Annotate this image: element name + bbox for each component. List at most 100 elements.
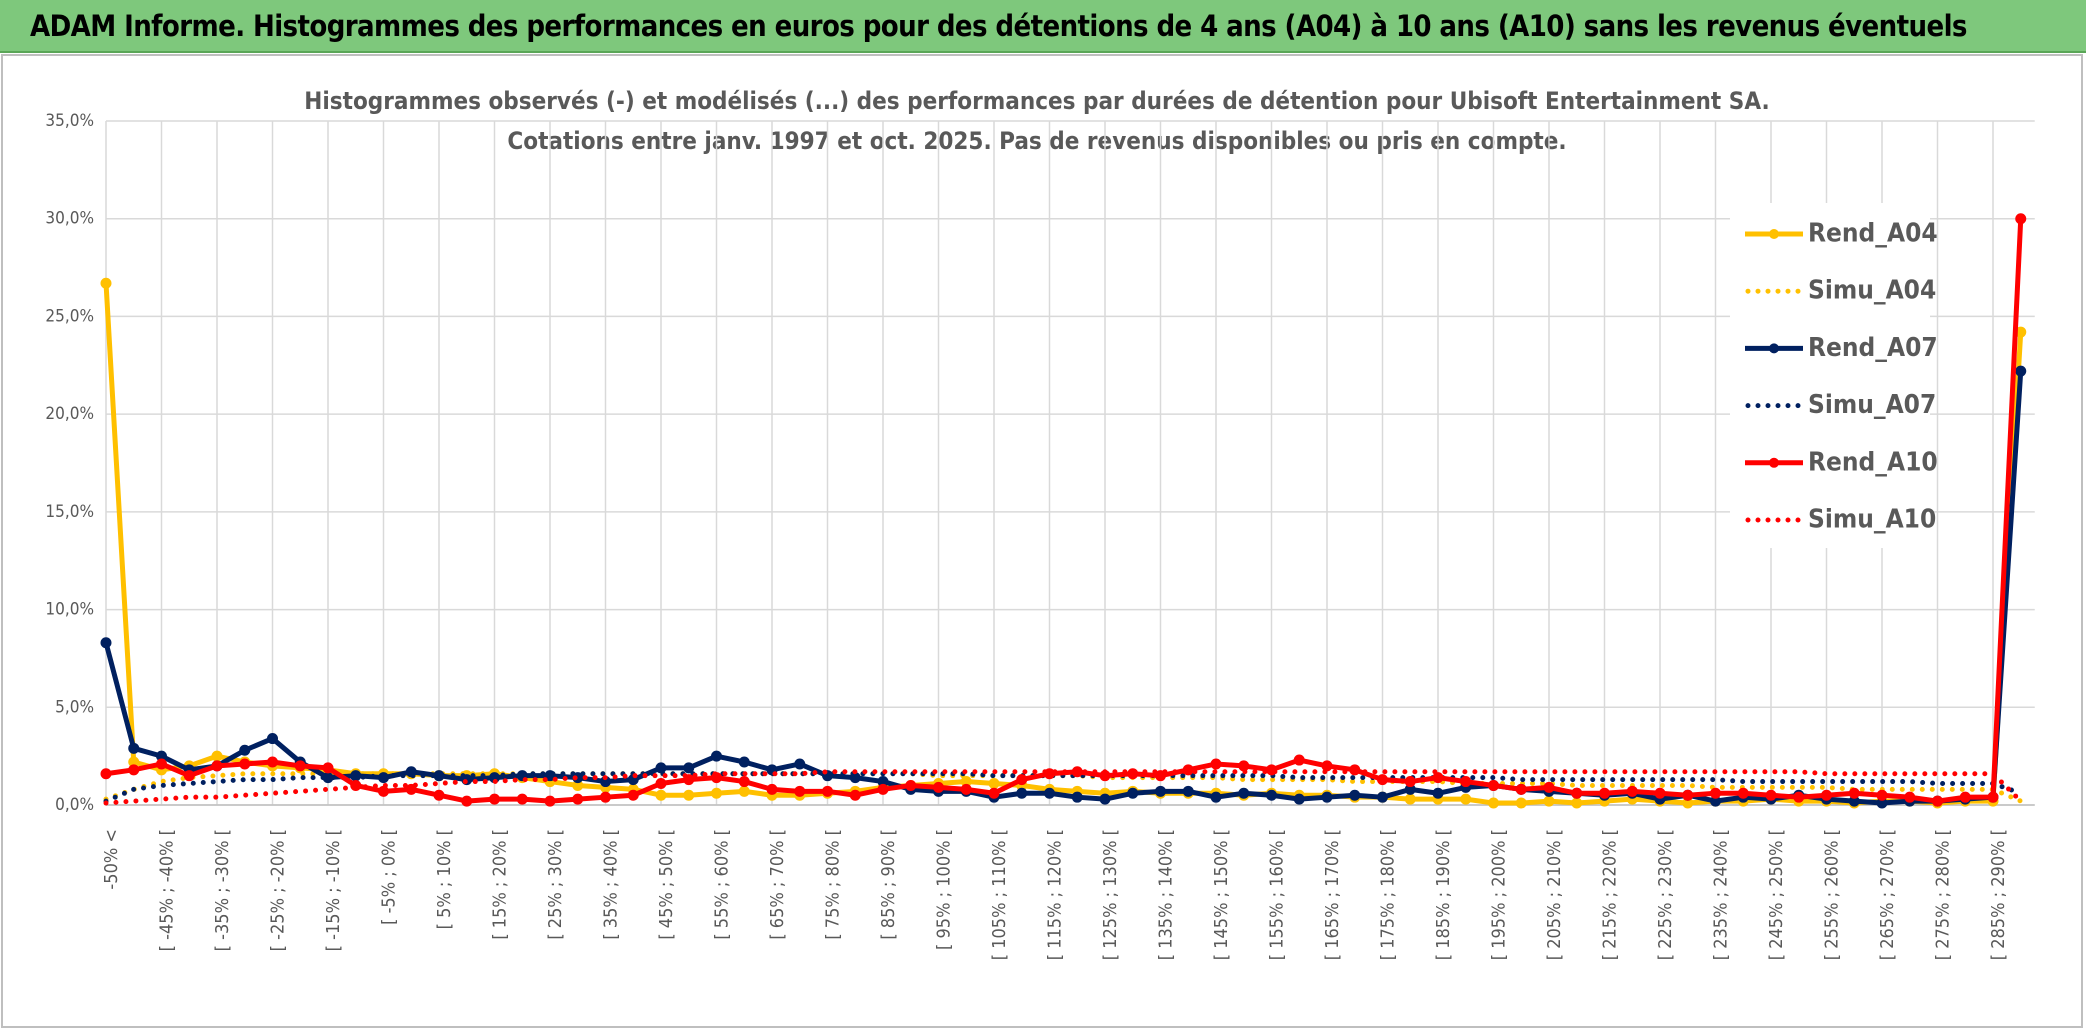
point (711, 787, 722, 799)
x-tick-label: [ 105% ; 110% [ (989, 829, 1010, 960)
x-tick-label: [ 145% ; 150% [ (1211, 829, 1232, 960)
point (1238, 760, 1250, 772)
point (1432, 787, 1444, 799)
point (1515, 783, 1527, 795)
legend-marker (1769, 343, 1779, 354)
point (683, 789, 695, 801)
point (905, 779, 917, 791)
x-tick-label: [ 275% ; 280% [ (1933, 829, 1954, 960)
point (711, 750, 722, 762)
x-tick-label: [ 265% ; 270% [ (1877, 829, 1898, 960)
x-tick-label: [ 285% ; 290% [ (1988, 829, 2009, 960)
y-tick-label: 10,0% (45, 600, 94, 620)
x-tick-label: [ 135% ; 140% [ (1156, 829, 1177, 960)
point (211, 760, 223, 772)
x-tick-label: [ 185% ; 190% [ (1433, 829, 1454, 960)
x-tick-label: [ 165% ; 170% [ (1322, 829, 1343, 960)
point (766, 783, 778, 795)
point (1710, 787, 1721, 799)
chart-subtitle: Cotations entre janv. 1997 et oct. 2025.… (507, 127, 1566, 155)
point (655, 762, 667, 774)
point (1321, 791, 1333, 803)
point (1127, 787, 1139, 799)
point (1543, 795, 1555, 807)
point (683, 762, 695, 774)
point (738, 776, 750, 788)
point (1987, 791, 1999, 803)
point (655, 778, 667, 790)
point (239, 744, 251, 756)
x-tick-label: [ 65% ; 70% [ (767, 829, 788, 940)
point (988, 787, 1000, 799)
chart-title: Histogrammes observés (-) et modélisés (… (304, 87, 1769, 115)
legend-marker (1769, 457, 1779, 468)
legend-label: Simu_A04 (1808, 276, 1936, 306)
point (461, 795, 473, 807)
point (849, 789, 861, 801)
point (1210, 791, 1222, 803)
point (1210, 758, 1222, 770)
point (433, 789, 445, 801)
x-tick-label: [ 45% ; 50% [ (656, 829, 677, 940)
y-tick-label: 25,0% (45, 306, 94, 326)
point (1460, 776, 1472, 788)
point (378, 785, 389, 797)
y-tick-label: 20,0% (45, 404, 94, 424)
x-tick-label: [ 215% ; 220% [ (1600, 829, 1621, 960)
point (572, 793, 584, 805)
point (2015, 213, 2027, 225)
point (1071, 791, 1083, 803)
point (1932, 795, 1943, 807)
x-tick-label: [ 35% ; 40% [ (601, 829, 622, 940)
point (794, 758, 806, 770)
y-tick-label: 15,0% (45, 502, 94, 522)
point (738, 756, 750, 768)
legend-marker (1769, 229, 1779, 239)
point (1682, 789, 1694, 801)
point (183, 770, 195, 782)
x-tick-label: [ 195% ; 200% [ (1489, 829, 1510, 960)
point (294, 760, 306, 772)
y-tick-label: 0,0% (55, 795, 94, 815)
point (1404, 776, 1416, 788)
x-tick-label: [ 95% ; 100% [ (934, 829, 955, 950)
legend-label: Simu_A07 (1808, 390, 1936, 420)
y-tick-label: 5,0% (55, 697, 94, 717)
x-tick-label: [ -35% ; -30% [ (212, 829, 233, 951)
x-tick-label: [ 255% ; 260% [ (1822, 829, 1843, 960)
point (1571, 787, 1583, 799)
point (1737, 787, 1749, 799)
point (1293, 793, 1305, 805)
point (822, 785, 833, 797)
x-tick-label: -50% < (101, 829, 122, 890)
point (1321, 760, 1333, 772)
point (1848, 787, 1860, 799)
point (1571, 797, 1583, 809)
point (1266, 789, 1277, 801)
legend-box (1730, 203, 1930, 548)
point (100, 277, 112, 289)
point (1238, 787, 1250, 799)
point (239, 758, 251, 770)
x-tick-label: [ 245% ; 250% [ (1766, 829, 1787, 960)
point (960, 783, 972, 795)
point (1377, 791, 1388, 803)
point (655, 789, 667, 801)
point (1959, 791, 1971, 803)
point (600, 791, 611, 803)
point (544, 795, 556, 807)
chart: Histogrammes observés (-) et modélisés (… (1, 54, 2083, 1028)
point (1488, 779, 1499, 791)
x-tick-label: [ -25% ; -20% [ (268, 829, 289, 951)
legend-label: Rend_A10 (1808, 447, 1938, 477)
point (1377, 774, 1388, 786)
x-tick-label: [ 175% ; 180% [ (1378, 829, 1399, 960)
point (1404, 793, 1416, 805)
point (1044, 787, 1055, 799)
point (1515, 797, 1527, 809)
point (1182, 785, 1194, 797)
point (2015, 365, 2027, 377)
point (322, 762, 334, 774)
series-line (103, 370, 2024, 806)
x-tick-label: [ 235% ; 240% [ (1711, 829, 1732, 960)
